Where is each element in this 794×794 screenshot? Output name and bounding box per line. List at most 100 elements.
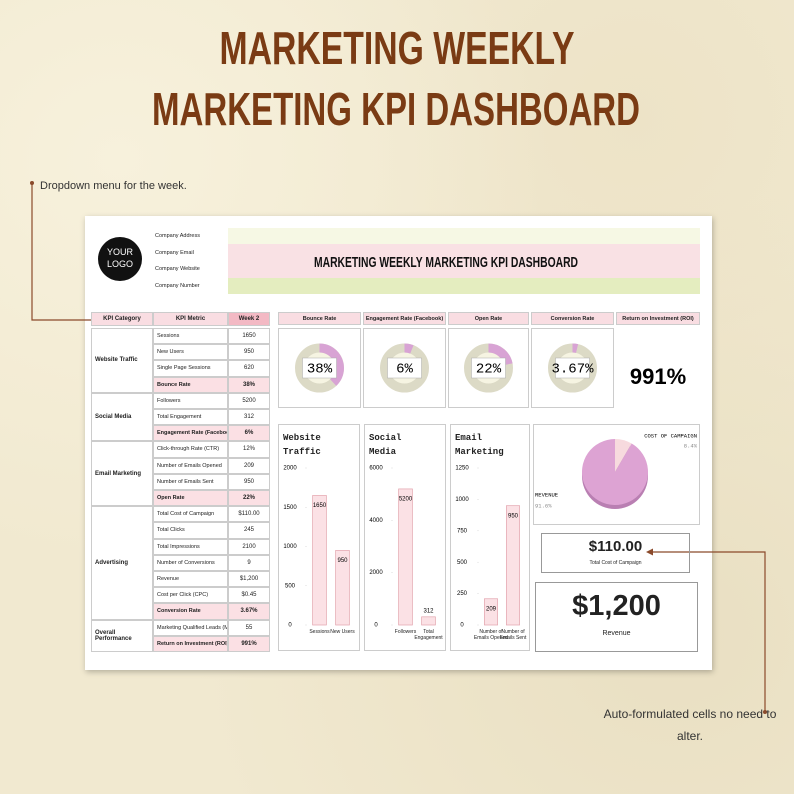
pie-box	[533, 424, 700, 525]
chart-title: Email Marketing	[455, 433, 504, 457]
gauge-label-box	[302, 357, 337, 379]
table-metric: Bounce Rate	[153, 376, 228, 393]
band	[228, 278, 700, 294]
chart-title: Website Traffic	[283, 433, 321, 457]
gauge-arc	[319, 343, 344, 386]
table-value: 1650	[228, 328, 270, 345]
table-category: Overall Performance	[91, 619, 153, 652]
bar-value-label: 209	[486, 606, 497, 612]
table-header: Week 2	[228, 312, 270, 326]
kpi-header: Return on Investment (ROI)	[616, 312, 700, 325]
table-metric: Single Page Sessions	[153, 360, 228, 377]
table-header: KPI Metric	[153, 312, 228, 326]
y-tick-label: 1250	[455, 466, 469, 472]
gauge-arc	[404, 343, 414, 354]
kpi-header: Bounce Rate	[278, 312, 361, 325]
y-tick-label: 500	[457, 560, 468, 566]
company-field: Company Website	[155, 266, 200, 272]
table-metric: Open Rate	[153, 490, 228, 507]
pie-value-label: 8.4%	[684, 442, 698, 449]
table-metric: Number of Emails Sent	[153, 473, 228, 490]
table-value: 12%	[228, 441, 270, 458]
gauge-value: 22%	[476, 362, 502, 378]
kpi-box	[448, 328, 529, 408]
table-metric: Followers	[153, 392, 228, 409]
table-metric: Click-through Rate (CTR)	[153, 441, 228, 458]
x-tick-label: New Users	[330, 629, 355, 635]
table-metric: Total Cost of Campaign	[153, 506, 228, 523]
table-metric: Engagement Rate (Facebook)	[153, 425, 228, 442]
y-tick-label: 1000	[283, 544, 297, 550]
logo	[98, 237, 142, 281]
kpi-header: Conversion Rate	[531, 312, 614, 325]
x-tick-label: Sessions	[309, 629, 330, 635]
table-value: 950	[228, 344, 270, 361]
table-value: 2100	[228, 538, 270, 555]
title-line: MARKETING WEEKLY	[220, 22, 575, 74]
table-value: 620	[228, 360, 270, 377]
table-metric: Conversion Rate	[153, 603, 228, 620]
card-label: Total Cost of Campaign	[589, 560, 642, 566]
y-tick-label: 750	[457, 528, 468, 534]
y-tick-label: 0	[460, 623, 464, 629]
title-band	[228, 244, 700, 278]
table-metric: Number of Conversions	[153, 554, 228, 571]
company-field: Company Address	[155, 233, 200, 239]
table-value: 55	[228, 619, 270, 636]
table-metric: Return on Investment (ROI)	[153, 635, 228, 652]
kpi-header: Open Rate	[448, 312, 529, 325]
gauge-label-box	[387, 357, 422, 379]
table-header: KPI Category	[91, 312, 153, 326]
y-tick-label: 4000	[369, 518, 383, 524]
company-field: Company Number	[155, 282, 200, 289]
table-category: Website Traffic	[91, 328, 153, 393]
table-metric: New Users	[153, 344, 228, 361]
gauge-value: 6%	[396, 362, 413, 378]
table-value: 991%	[228, 635, 270, 652]
table-value: 22%	[228, 490, 270, 507]
x-tick-label: Followers	[394, 629, 417, 635]
table-value: 209	[228, 457, 270, 474]
table-value: 312	[228, 409, 270, 426]
table-metric: Total Impressions	[153, 538, 228, 555]
card-value: $110.00	[588, 538, 643, 555]
table-value: $0.45	[228, 587, 270, 604]
bar-value-label: 5200	[399, 497, 413, 503]
logo-text: YOUR LOGO	[106, 247, 133, 269]
y-tick-label: 0	[288, 623, 292, 629]
bar	[398, 488, 413, 626]
card-value: $1,200	[572, 590, 661, 622]
bar-value-label: 950	[337, 558, 348, 564]
kpi-box	[363, 328, 446, 408]
bar	[506, 505, 520, 626]
y-tick-label: 250	[457, 591, 468, 597]
table-value: 38%	[228, 376, 270, 393]
roi-value: 991%	[630, 364, 686, 389]
chart-box	[450, 424, 530, 651]
gauge-arc	[572, 343, 579, 353]
title-line: MARKETING KPI DASHBOARD	[152, 83, 640, 135]
card	[541, 533, 690, 573]
y-tick-label: 2000	[283, 466, 297, 472]
bar	[312, 495, 327, 626]
y-tick-label: 2000	[369, 570, 383, 576]
annotation: Auto-formulated cells no need to alter.	[603, 707, 777, 743]
bar	[421, 616, 436, 626]
table-category: Advertising	[91, 506, 153, 620]
table-value: 3.67%	[228, 603, 270, 620]
x-tick-label: Total Engagement	[414, 629, 443, 641]
pie-slice	[615, 439, 632, 472]
table-value: 5200	[228, 392, 270, 409]
table-metric: Total Engagement	[153, 409, 228, 426]
table-metric: Number of Emails Opened	[153, 457, 228, 474]
dashboard-title: MARKETING WEEKLY MARKETING KPI DASHBOARD	[314, 254, 578, 271]
table-metric: Marketing Qualified Leads (MQLs)	[153, 619, 228, 636]
table-value: 9	[228, 554, 270, 571]
y-tick-label: 6000	[369, 466, 383, 472]
bar-value-label: 950	[508, 513, 519, 519]
table-metric: Total Clicks	[153, 522, 228, 539]
x-tick-label: Number of Emails Sent	[499, 629, 527, 641]
gauge-value: 38%	[307, 362, 333, 378]
